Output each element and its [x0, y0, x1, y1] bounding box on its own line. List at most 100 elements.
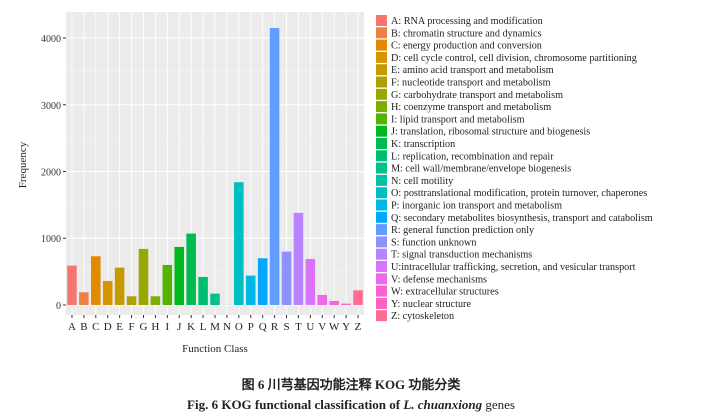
- legend-key: [376, 88, 387, 100]
- bar-Z: [353, 290, 363, 305]
- legend-key: [376, 150, 387, 162]
- x-tick-label: L: [200, 321, 207, 333]
- legend-label: T: signal transduction mechanisms: [391, 250, 532, 261]
- figure-caption-en: Fig. 6 KOG functional classification of …: [0, 397, 702, 413]
- legend-label: F: nucleotide transport and metabolism: [391, 78, 551, 89]
- x-tick-label: F: [128, 321, 134, 333]
- bar-G: [138, 248, 149, 305]
- legend-key: [376, 101, 387, 113]
- legend-label: P: inorganic ion transport and metabolis…: [391, 201, 562, 212]
- x-tick-label: U: [306, 321, 314, 333]
- legend-label: Y: nuclear structure: [391, 299, 471, 310]
- y-tick-label: 2000: [41, 168, 61, 179]
- legend-label: B: chromatin structure and dynamics: [391, 28, 542, 39]
- legend-key: [376, 162, 387, 174]
- bar-J: [174, 246, 185, 305]
- bar-F: [126, 296, 137, 305]
- bar-U: [305, 258, 316, 305]
- legend-key: [376, 138, 387, 149]
- legend-label: W: extracellular structures: [391, 287, 499, 298]
- legend-key: [376, 51, 387, 63]
- caption-suffix: genes: [482, 397, 515, 412]
- bar-D: [102, 280, 113, 305]
- bar-Q: [257, 258, 268, 305]
- y-tick-label: 4000: [41, 34, 61, 45]
- legend-key: [376, 261, 387, 272]
- caption-prefix: Fig. 6 KOG functional classification of: [187, 397, 404, 412]
- legend-key: [376, 273, 387, 285]
- bar-R: [269, 28, 280, 305]
- legend-key: [376, 76, 387, 88]
- legend-key: [376, 285, 387, 297]
- x-tick-label: H: [151, 321, 159, 333]
- figure-caption-cn: 图 6 川芎基因功能注释 KOG 功能分类: [241, 377, 461, 392]
- x-tick-label: I: [165, 321, 169, 333]
- legend-label: L: replication, recombination and repair: [391, 151, 554, 162]
- caption-species: L. chuanxiong: [403, 397, 483, 412]
- legend-label: D: cell cycle control, cell division, ch…: [391, 53, 637, 64]
- legend-label: A: RNA processing and modification: [391, 16, 543, 27]
- bar-E: [114, 267, 125, 305]
- y-axis: 0 1000 2000 3000 4000: [41, 34, 66, 312]
- bar-M: [210, 293, 220, 305]
- x-tick-label: S: [283, 321, 289, 333]
- bar-B: [79, 292, 89, 305]
- y-tick-label: 3000: [41, 101, 61, 112]
- x-tick-label: T: [295, 321, 302, 333]
- x-tick-label: C: [92, 321, 99, 333]
- legend-key: [376, 310, 387, 322]
- x-tick-label: O: [235, 321, 243, 333]
- legend-key: [376, 174, 387, 186]
- legend-label: Q: secondary metabolites biosynthesis, t…: [391, 213, 653, 224]
- x-tick-label: W: [329, 321, 340, 333]
- x-tick-label: K: [187, 321, 195, 333]
- x-tick-label: Y: [342, 321, 350, 333]
- legend-key: [376, 39, 387, 51]
- legend-key: [376, 113, 387, 125]
- legend-key: [376, 27, 387, 39]
- x-tick-label: J: [177, 321, 182, 333]
- legend-label: R: general function prediction only: [391, 225, 535, 236]
- bar-Y: [341, 303, 351, 305]
- x-tick-label: Z: [355, 321, 362, 333]
- legend-label: K: transcription: [391, 139, 455, 150]
- legend-label: Z: cytoskeleton: [391, 311, 454, 322]
- bar-T: [293, 212, 304, 305]
- legend-label: J: translation, ribosomal structure and …: [391, 127, 590, 138]
- legend-label: E: amino acid transport and metabolism: [391, 65, 554, 76]
- legend-label: G: carbohydrate transport and metabolism: [391, 90, 563, 101]
- legend-key: [376, 187, 387, 199]
- legend-key: [376, 15, 387, 26]
- bar-S: [281, 251, 292, 305]
- legend-key: [376, 211, 387, 223]
- x-tick-label: P: [248, 321, 254, 333]
- legend-label: C: energy production and conversion: [391, 41, 542, 52]
- x-tick-label: M: [210, 321, 220, 333]
- legend-label: S: function unknown: [391, 237, 476, 248]
- bar-V: [317, 294, 328, 305]
- x-tick-label: A: [68, 321, 76, 333]
- x-tick-label: Q: [259, 321, 267, 333]
- x-tick-label: V: [318, 321, 326, 333]
- bar-H: [150, 296, 161, 305]
- x-tick-label: G: [140, 321, 148, 333]
- legend-key: [376, 224, 387, 236]
- x-tick-label: N: [223, 321, 231, 333]
- legend-label: I: lipid transport and metabolism: [391, 114, 525, 125]
- bar-A: [67, 265, 77, 305]
- legend-label: U:intracellular trafficking, secretion, …: [391, 262, 636, 273]
- x-tick-label: D: [104, 321, 112, 333]
- legend-key: [376, 297, 387, 309]
- legend-key: [376, 236, 387, 248]
- legend-key: [376, 64, 387, 76]
- legend-label: V: defense mechanisms: [391, 274, 487, 285]
- legend-label: N: cell motility: [391, 176, 454, 187]
- x-tick-label: B: [80, 321, 87, 333]
- y-axis-label: Frequency: [17, 141, 29, 188]
- legend-key: [376, 248, 387, 260]
- legend-label: M: cell wall/membrane/envelope biogenesi…: [391, 164, 571, 175]
- legend-key: [376, 199, 387, 211]
